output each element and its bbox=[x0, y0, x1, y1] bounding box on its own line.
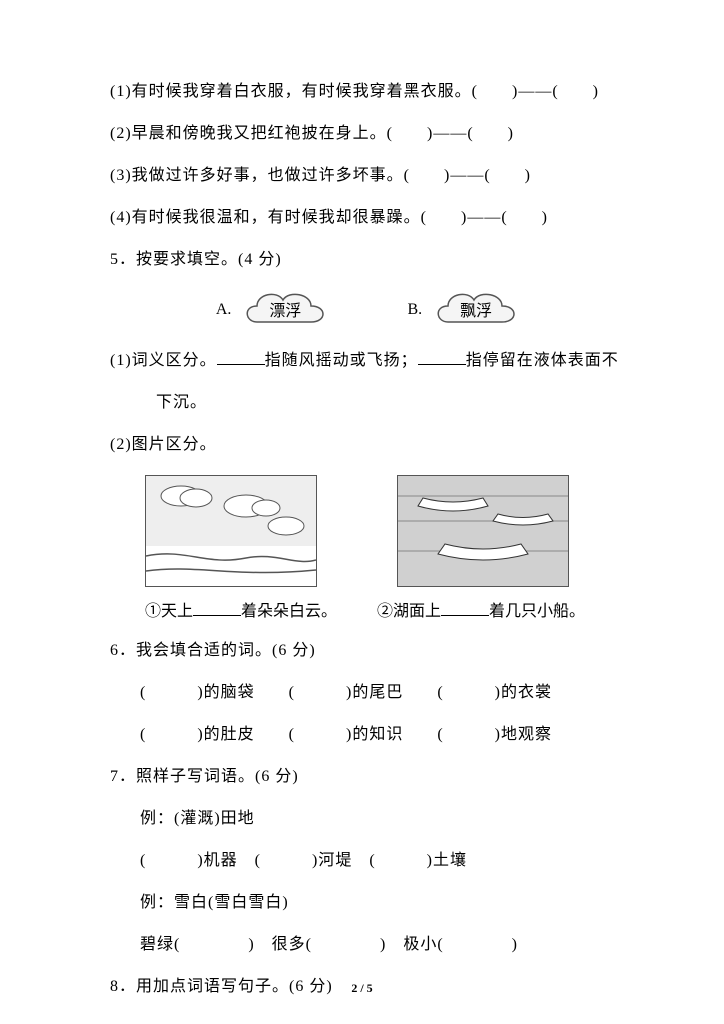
q7-row1: ( )机器 ( )河堤 ( )土壤 bbox=[110, 849, 624, 873]
q5-optA-letter: A. bbox=[216, 301, 232, 318]
worksheet-page: (1)有时候我穿着白衣服，有时候我穿着黑衣服。( )——( ) (2)早晨和傍晚… bbox=[0, 0, 724, 1024]
page-footer: 2 / 5 bbox=[0, 981, 724, 996]
q5-sub1: (1)词义区分。 指随风摇动或飞扬； 指停留在液体表面不 bbox=[110, 348, 624, 373]
q5-sub1-line2: 下沉。 bbox=[110, 391, 624, 415]
picture-lake-boats bbox=[397, 475, 569, 587]
fill-blank[interactable] bbox=[217, 348, 265, 365]
picture-sky-clouds bbox=[145, 475, 317, 587]
q5-option-b: B. 飘浮 bbox=[407, 290, 518, 330]
q5-options-row: A. 漂浮 B. 飘浮 bbox=[110, 290, 624, 330]
fill-blank[interactable] bbox=[418, 348, 466, 365]
cap1-suf: 着朵朵白云。 bbox=[241, 603, 337, 620]
cap2-pre: ②湖面上 bbox=[377, 603, 441, 620]
q-item-4: (4)有时候我很温和，有时候我却很暴躁。( )——( ) bbox=[110, 206, 624, 230]
q5-sub2: (2)图片区分。 bbox=[110, 433, 624, 457]
q-item-2: (2)早晨和傍晚我又把红袍披在身上。( )——( ) bbox=[110, 122, 624, 146]
q5-caption-row: ①天上 着朵朵白云。 ②湖面上 着几只小船。 bbox=[145, 597, 624, 621]
q5-sub1-mid2: 指停留在液体表面不 bbox=[466, 352, 619, 369]
q5-sub1-prefix: (1)词义区分。 bbox=[110, 352, 217, 369]
cap1-pre: ①天上 bbox=[145, 603, 193, 620]
cloud-icon: 飘浮 bbox=[434, 290, 518, 330]
q6-row2: ( )的肚皮 ( )的知识 ( )地观察 bbox=[110, 723, 624, 747]
fill-blank[interactable] bbox=[193, 599, 241, 616]
q5-picture-row bbox=[145, 475, 624, 587]
q7-ex1: 例：(灌溉)田地 bbox=[110, 807, 624, 831]
q5-title: 5．按要求填空。(4 分) bbox=[110, 248, 624, 272]
q7-title: 7．照样子写词语。(6 分) bbox=[110, 765, 624, 789]
cap2-suf: 着几只小船。 bbox=[489, 603, 585, 620]
q7-ex2: 例：雪白(雪白雪白) bbox=[110, 891, 624, 915]
q5-optB-word: 飘浮 bbox=[460, 297, 492, 321]
q5-optA-word: 漂浮 bbox=[269, 297, 301, 321]
q5-optB-letter: B. bbox=[407, 301, 422, 318]
q-item-1: (1)有时候我穿着白衣服，有时候我穿着黑衣服。( )——( ) bbox=[110, 80, 624, 104]
cloud-icon: 漂浮 bbox=[243, 290, 327, 330]
q5-caption-1: ①天上 着朵朵白云。 bbox=[145, 597, 337, 621]
fill-blank[interactable] bbox=[441, 599, 489, 616]
q6-title: 6．我会填合适的词。(6 分) bbox=[110, 639, 624, 663]
q5-option-a: A. 漂浮 bbox=[216, 290, 328, 330]
q7-row2: 碧绿( ) 很多( ) 极小( ) bbox=[110, 933, 624, 957]
q5-caption-2: ②湖面上 着几只小船。 bbox=[377, 597, 585, 621]
q6-row1: ( )的脑袋 ( )的尾巴 ( )的衣裳 bbox=[110, 681, 624, 705]
q-item-3: (3)我做过许多好事，也做过许多坏事。( )——( ) bbox=[110, 164, 624, 188]
q5-sub1-mid1: 指随风摇动或飞扬； bbox=[265, 352, 418, 369]
